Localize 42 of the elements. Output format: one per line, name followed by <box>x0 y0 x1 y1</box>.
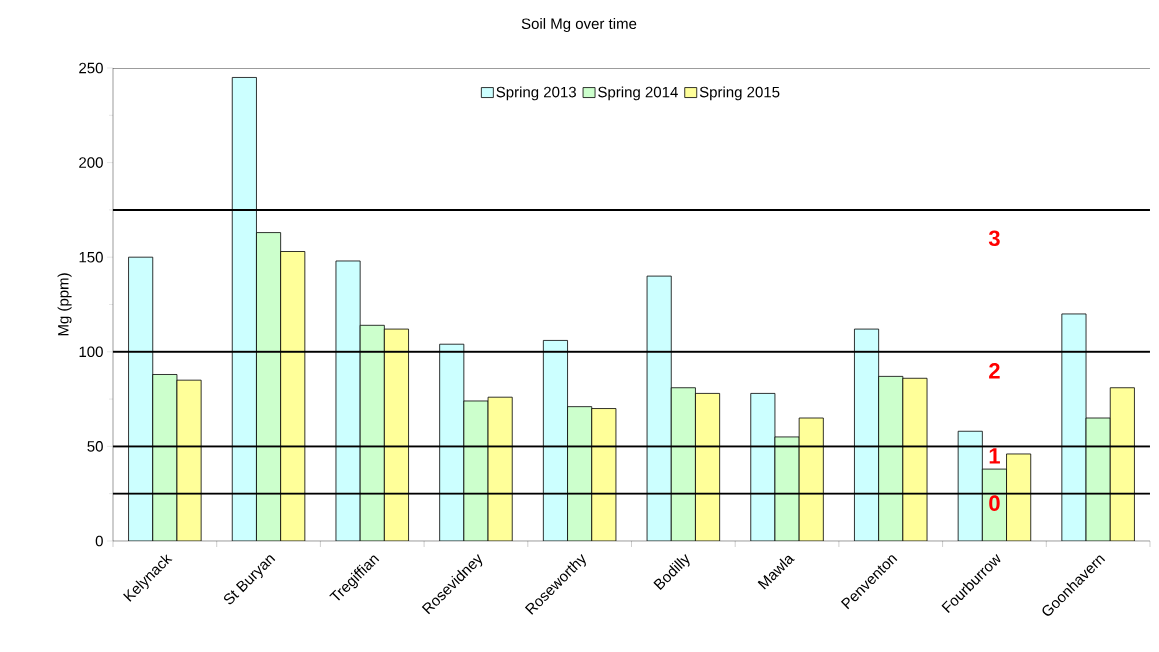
annotation: 2 <box>989 363 1000 379</box>
bar <box>1109 387 1135 541</box>
bar <box>695 393 721 541</box>
legend-label: Spring 2014 <box>598 86 678 101</box>
bar <box>1085 417 1111 541</box>
annotation: 0 <box>989 495 1000 511</box>
bar <box>902 377 928 541</box>
bar <box>359 324 385 541</box>
y-tick-label: 50 <box>87 441 103 452</box>
legend-label: Spring 2013 <box>496 86 576 101</box>
bar <box>798 417 824 541</box>
annotation: 1 <box>989 448 1000 464</box>
bar <box>280 251 306 541</box>
y-tick-label: 0 <box>95 535 103 547</box>
bar <box>152 374 178 541</box>
bar <box>176 379 202 541</box>
bar <box>487 396 513 541</box>
bar <box>854 328 880 541</box>
bar <box>542 340 568 541</box>
annotation: 3 <box>988 230 1000 247</box>
chart-title: Soil Mg over time <box>521 18 637 32</box>
bar <box>128 256 154 541</box>
bar <box>567 406 593 541</box>
bar <box>256 232 282 541</box>
bar <box>439 343 465 541</box>
y-tick-label: 200 <box>79 157 103 168</box>
y-tick-label: 150 <box>79 251 103 263</box>
bar <box>750 393 776 541</box>
bar <box>646 275 672 541</box>
bar <box>670 387 696 541</box>
bar <box>383 328 409 541</box>
bar <box>1061 313 1087 541</box>
y-axis-title: Mg (ppm) <box>57 273 72 336</box>
bar <box>878 375 904 541</box>
y-tick-label: 100 <box>79 346 103 358</box>
bar <box>957 430 983 541</box>
legend-label: Spring 2015 <box>699 86 780 101</box>
y-tick-label: 250 <box>79 62 103 74</box>
bar <box>1006 453 1032 541</box>
bar <box>231 77 257 541</box>
bar <box>591 408 617 541</box>
bar <box>335 260 361 541</box>
